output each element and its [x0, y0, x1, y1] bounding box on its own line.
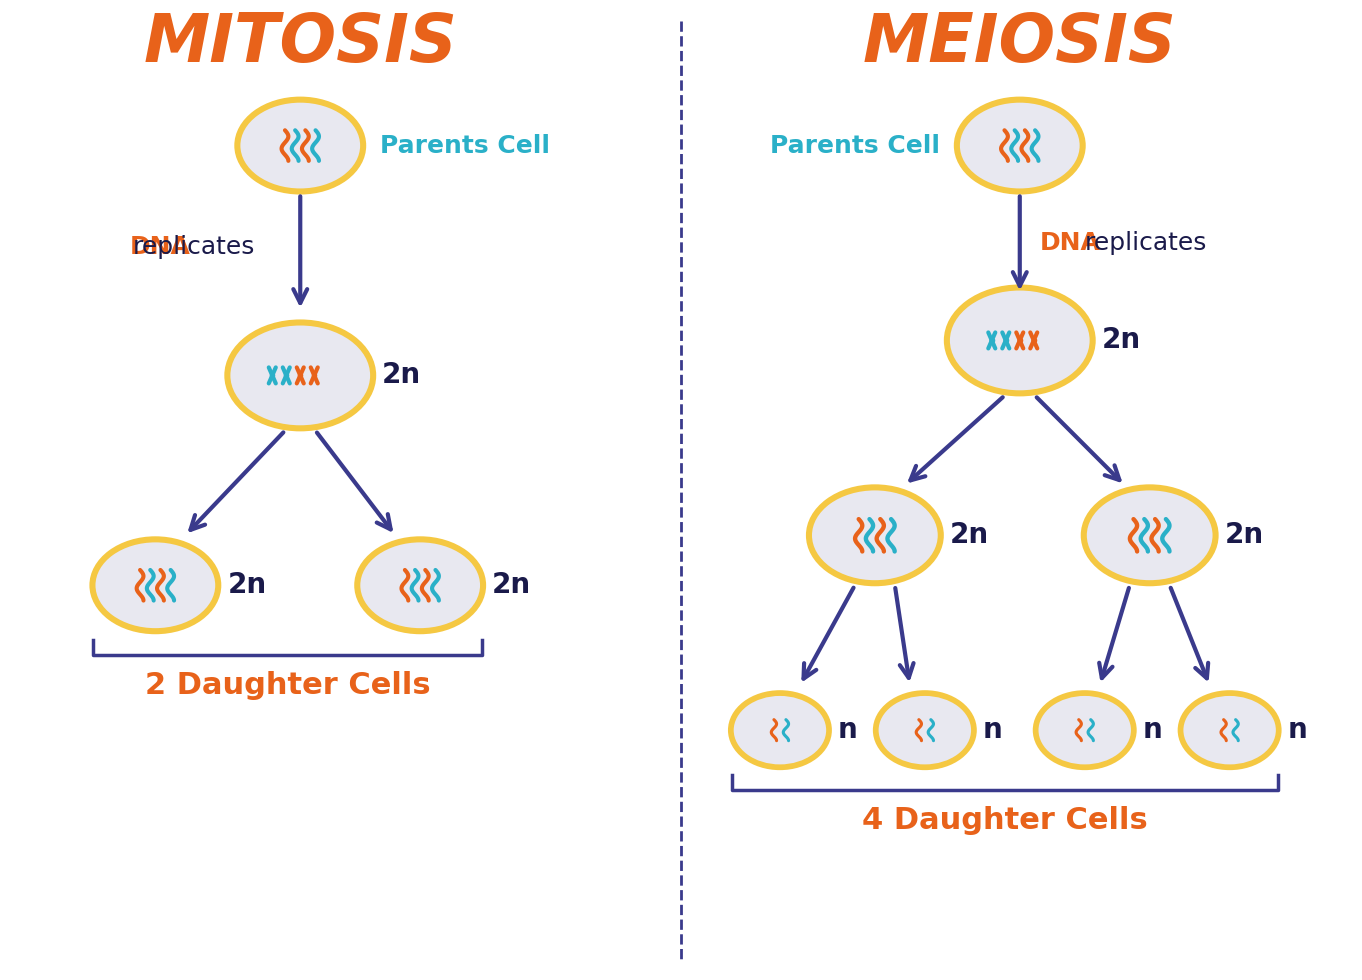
Ellipse shape	[1036, 694, 1133, 766]
Text: replicates: replicates	[133, 235, 255, 259]
Text: 2n: 2n	[227, 571, 267, 599]
Text: MITOSIS: MITOSIS	[143, 10, 458, 75]
Ellipse shape	[806, 484, 944, 586]
Text: replicates: replicates	[1084, 231, 1207, 256]
Ellipse shape	[225, 319, 376, 431]
Text: Parents Cell: Parents Cell	[380, 133, 550, 158]
Text: 4 Daughter Cells: 4 Daughter Cells	[862, 806, 1148, 835]
Ellipse shape	[1084, 488, 1215, 582]
Ellipse shape	[810, 488, 940, 582]
Ellipse shape	[731, 694, 828, 766]
Ellipse shape	[229, 323, 372, 427]
Ellipse shape	[957, 101, 1081, 190]
Ellipse shape	[90, 536, 221, 634]
Ellipse shape	[948, 288, 1092, 392]
Text: 2n: 2n	[383, 362, 421, 389]
Ellipse shape	[877, 694, 972, 766]
Text: 2n: 2n	[1224, 521, 1264, 550]
Ellipse shape	[1080, 484, 1219, 586]
Ellipse shape	[1032, 690, 1137, 770]
Ellipse shape	[94, 540, 218, 630]
Text: 2n: 2n	[1102, 326, 1141, 355]
Text: MEIOSIS: MEIOSIS	[864, 10, 1177, 75]
Text: 2 Daughter Cells: 2 Daughter Cells	[144, 670, 430, 700]
Text: Parents Cell: Parents Cell	[770, 133, 940, 158]
Text: 2n: 2n	[949, 521, 989, 550]
Ellipse shape	[354, 536, 486, 634]
Ellipse shape	[873, 690, 977, 770]
Text: n: n	[838, 716, 858, 744]
Text: n: n	[1287, 716, 1308, 744]
Text: DNA: DNA	[129, 235, 191, 259]
Ellipse shape	[953, 97, 1086, 194]
Ellipse shape	[358, 540, 482, 630]
Ellipse shape	[944, 284, 1095, 396]
Text: 2n: 2n	[492, 571, 531, 599]
Text: DNA: DNA	[1039, 231, 1100, 256]
Ellipse shape	[1178, 690, 1282, 770]
Ellipse shape	[234, 97, 366, 194]
Ellipse shape	[727, 690, 832, 770]
Text: n: n	[1143, 716, 1162, 744]
Text: n: n	[983, 716, 1002, 744]
Ellipse shape	[1182, 694, 1278, 766]
Ellipse shape	[238, 101, 362, 190]
